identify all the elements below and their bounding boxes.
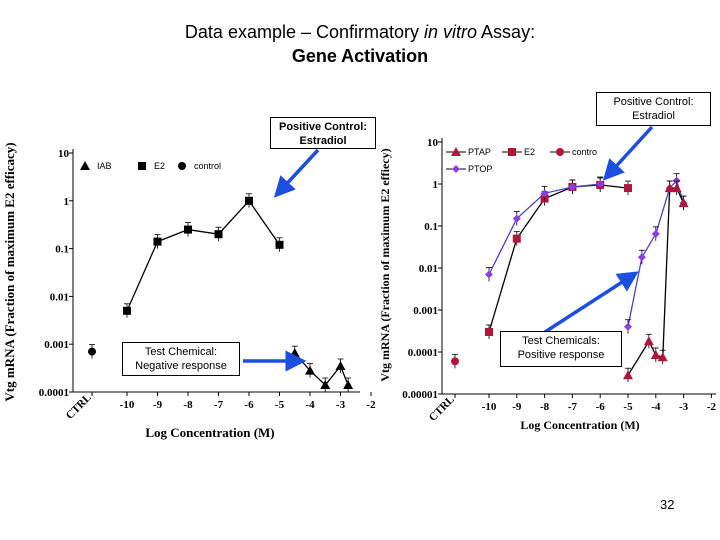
x-tick-label: -4 xyxy=(305,399,315,411)
point-iab xyxy=(343,380,354,390)
x-tick-label: -7 xyxy=(214,399,224,411)
x-tick-label: -8 xyxy=(540,401,550,413)
y-tick-label: 0.1 xyxy=(424,221,438,233)
x-tick-label: -5 xyxy=(623,401,633,413)
x-tick-label: -6 xyxy=(244,399,254,411)
point-e2 xyxy=(153,237,162,246)
callout-negative-response: Test Chemical: Negative response xyxy=(122,342,240,376)
point-iab xyxy=(335,360,346,370)
x-tick-label: -7 xyxy=(568,401,578,413)
y-tick-label: 0.001 xyxy=(413,305,438,317)
legend-marker xyxy=(138,162,146,170)
y-tick-label: 0.01 xyxy=(50,291,69,303)
x-tick-label: -3 xyxy=(336,399,346,411)
callout-positive-response: Test Chemicals: Positive response xyxy=(500,331,622,367)
point-iab xyxy=(289,348,300,358)
point-ptop xyxy=(540,189,549,198)
point-ptap xyxy=(678,198,689,208)
point-e2 xyxy=(275,240,284,249)
arrow xyxy=(602,125,654,181)
point-ptop xyxy=(651,229,660,238)
point-ptop xyxy=(637,253,646,262)
y-tick-label: 10 xyxy=(427,137,439,149)
y-axis-label: Vtg mRNA (Fraction of maximum E2 effiecy… xyxy=(378,148,392,381)
point-e2 xyxy=(123,306,131,315)
slide-title: Data example – Confirmatory in vitro Ass… xyxy=(184,22,536,42)
point-iab xyxy=(305,365,315,375)
point-control xyxy=(88,347,96,356)
legend-label: contro xyxy=(572,147,597,157)
callout-positive-control-left: Positive Control: Estradiol xyxy=(270,117,376,149)
point-e2 xyxy=(512,234,521,243)
legend-marker xyxy=(452,165,460,173)
point-ptap xyxy=(623,370,633,380)
x-tick-label: -9 xyxy=(153,399,163,411)
legend-label: E2 xyxy=(154,161,165,171)
y-tick-label: 0.0001 xyxy=(408,347,438,359)
point-ptap xyxy=(664,183,675,193)
point-e2 xyxy=(214,230,223,239)
series-line-e2 xyxy=(126,199,281,312)
callout-positive-control-right: Positive Control: Estradiol xyxy=(596,92,711,126)
point-e2 xyxy=(624,184,632,193)
point-ptop xyxy=(624,322,632,331)
point-e2 xyxy=(485,327,493,336)
x-tick-label: -10 xyxy=(482,401,497,413)
legend-label: control xyxy=(194,161,221,171)
callout-arrows xyxy=(243,125,654,372)
point-ptap xyxy=(671,183,682,193)
x-tick-label: -3 xyxy=(679,401,689,413)
legend-marker xyxy=(80,161,90,170)
legend-label: E2 xyxy=(524,147,535,157)
x-tick-label: -8 xyxy=(183,399,193,411)
legend-marker xyxy=(178,162,186,170)
y-tick-label: 0.1 xyxy=(55,244,69,256)
arrow xyxy=(544,271,639,334)
point-e2 xyxy=(245,196,253,205)
x-tick-label: -9 xyxy=(512,401,522,413)
legend-label: PTAP xyxy=(468,147,491,157)
y-tick-label: 0.01 xyxy=(419,263,438,275)
y-axis-label: Vtg mRNA (Fraction of maximum E2 efficac… xyxy=(2,142,17,401)
slide-subtitle: Gene Activation xyxy=(291,46,429,66)
y-tick-label: 0.001 xyxy=(44,339,69,351)
legend-marker xyxy=(556,148,564,156)
point-ptap xyxy=(643,336,654,346)
y-tick-label: 0.00001 xyxy=(402,389,438,401)
point-ptop xyxy=(485,270,493,279)
y-tick-label: 10 xyxy=(58,148,70,160)
y-tick-label: 1 xyxy=(433,179,439,191)
x-tick-label: -2 xyxy=(707,401,717,413)
x-tick-label: -4 xyxy=(651,401,661,413)
point-ptop xyxy=(568,182,577,191)
x-tick-label: -2 xyxy=(366,399,376,411)
x-axis-label: Log Concentration (M) xyxy=(520,418,639,432)
point-ptop xyxy=(596,180,605,188)
x-axis-label: Log Concentration (M) xyxy=(145,425,274,440)
series-line-ptap xyxy=(627,187,685,376)
page-number: 32 xyxy=(660,497,675,512)
legend-label: PTOP xyxy=(468,164,492,174)
point-iab xyxy=(320,380,331,390)
legend-label: IAB xyxy=(97,161,112,171)
y-tick-label: 1 xyxy=(64,196,70,208)
x-tick-label: -5 xyxy=(275,399,285,411)
y-tick-label: 0.0001 xyxy=(39,387,69,399)
point-ptap xyxy=(657,352,668,362)
point-ptop xyxy=(512,214,521,223)
x-tick-label: -6 xyxy=(596,401,606,413)
arrow xyxy=(273,148,320,198)
point-e2 xyxy=(184,225,192,234)
point-ptap xyxy=(650,349,661,359)
x-tick-label: -10 xyxy=(120,399,135,411)
series-line-e2 xyxy=(488,184,629,333)
legend-marker xyxy=(508,148,516,156)
point-contro xyxy=(451,357,459,366)
legend-marker xyxy=(451,147,461,156)
